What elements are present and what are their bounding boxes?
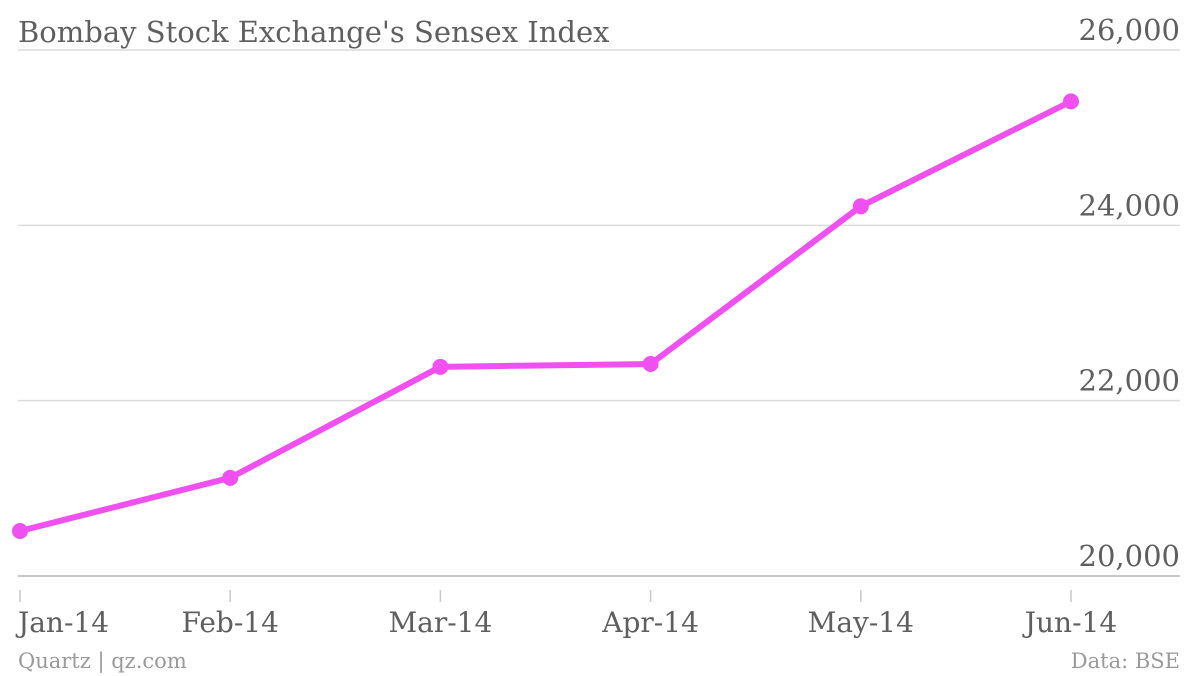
- y-tick-label: 20,000: [1079, 539, 1180, 573]
- data-point: [222, 469, 239, 486]
- x-tick-label: Mar-14: [388, 606, 492, 639]
- x-tick-label: May-14: [808, 606, 914, 639]
- x-axis-tick-labels: Jan-14 Feb-14 Mar-14 Apr-14 May-14 Jun-14: [15, 590, 1117, 639]
- source-credit-right: Data: BSE: [1071, 649, 1180, 673]
- y-axis-tick-labels: 20,000 22,000 24,000 26,000: [1079, 13, 1180, 573]
- data-point: [432, 358, 449, 375]
- x-tick-label: Apr-14: [601, 606, 699, 639]
- data-point: [852, 198, 869, 215]
- x-tick-label: Jun-14: [1022, 606, 1117, 639]
- gridlines: [18, 49, 1180, 577]
- chart-title: Bombay Stock Exchange's Sensex Index: [18, 15, 609, 49]
- data-point: [642, 356, 659, 373]
- y-tick-label: 24,000: [1079, 188, 1180, 222]
- y-tick-label: 22,000: [1079, 364, 1180, 398]
- series-line: [12, 93, 1079, 540]
- source-credit-left: Quartz | qz.com: [18, 649, 187, 674]
- y-tick-label: 26,000: [1079, 13, 1180, 47]
- x-tick-label: Feb-14: [181, 606, 278, 639]
- data-point: [1063, 93, 1079, 110]
- data-point: [12, 523, 28, 540]
- series-line-path: [17, 98, 1074, 535]
- x-tick-label: Jan-14: [15, 606, 109, 639]
